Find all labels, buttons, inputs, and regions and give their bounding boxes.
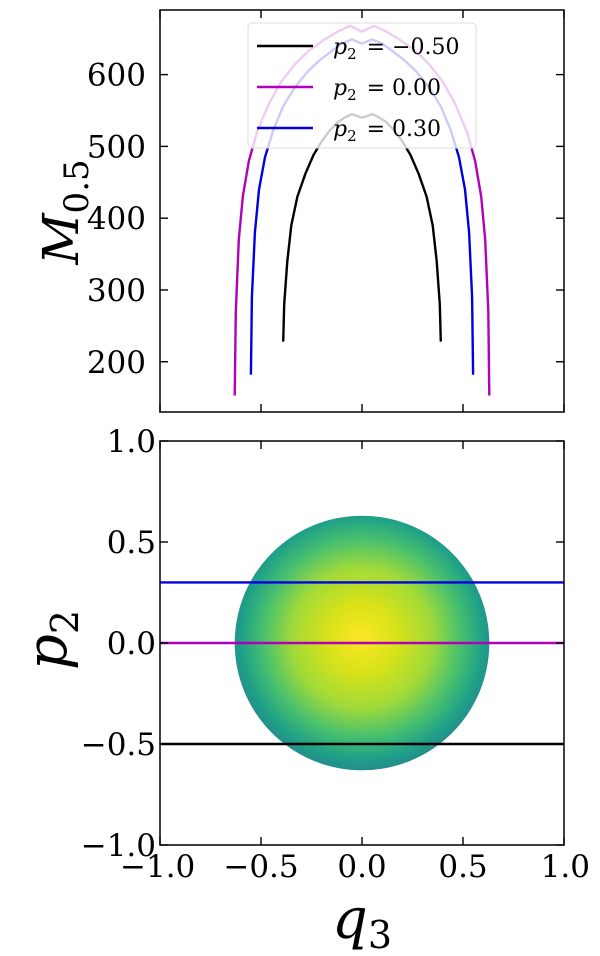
top-ytick-label-1: 300 bbox=[87, 273, 146, 309]
bottom-xtick-label-0: −1.0 bbox=[120, 849, 195, 885]
bottom-xlabel-main: q bbox=[332, 887, 368, 952]
bottom-xtick-label-3: 0.5 bbox=[438, 849, 487, 885]
bottom-ytick-label-3: 0.5 bbox=[107, 525, 156, 561]
legend-label-2: p2 = 0.30 bbox=[333, 117, 441, 145]
legend: p2 = −0.50 p2 = 0.00 p2 = 0.30 bbox=[247, 22, 477, 149]
top-ytick-label-4: 600 bbox=[87, 58, 146, 94]
bottom-ylabel: p2 bbox=[15, 610, 87, 670]
top-ticks: 200 300 400 500 600 bbox=[87, 10, 565, 412]
bottom-content bbox=[160, 515, 564, 771]
bottom-ytick-label-1: −0.5 bbox=[81, 727, 156, 763]
top-ytick-label-0: 200 bbox=[87, 345, 146, 381]
top-ytick-label-3: 500 bbox=[87, 129, 146, 165]
bottom-ytick-label-2: 0.0 bbox=[107, 626, 156, 662]
bottom-ylabel-main: p bbox=[15, 634, 80, 670]
legend-label-0: p2 = −0.50 bbox=[333, 35, 459, 63]
legend-box bbox=[247, 22, 477, 149]
bottom-xtick-label-2: 0.0 bbox=[337, 849, 386, 885]
top-ytick-label-2: 400 bbox=[87, 201, 146, 237]
bottom-xtick-label-1: −0.5 bbox=[223, 849, 298, 885]
top-ylabel-main: M bbox=[32, 212, 90, 266]
bottom-ytick-label-0: −1.0 bbox=[81, 828, 156, 864]
bottom-ticks: −1.0 −0.5 0.0 0.5 1.0 −1.0 −0.5 0.0 0.5 1.0 bbox=[81, 424, 590, 885]
top-ylabel-sub: 0.5 bbox=[57, 159, 97, 213]
top-ylabel: M0.5 bbox=[32, 159, 97, 265]
bottom-ylabel-sub: 2 bbox=[43, 610, 87, 634]
legend-entries: p2 = −0.50 p2 = 0.00 p2 = 0.30 bbox=[257, 35, 459, 145]
top-panel: p2 = −0.50 p2 = 0.00 p2 = 0.30 200 300 400 50… bbox=[32, 9, 565, 413]
hlines-group bbox=[160, 581, 564, 746]
bottom-xlabel: q3 bbox=[332, 887, 392, 956]
bottom-xlabel-sub: 3 bbox=[368, 913, 392, 956]
bottom-ytick-label-4: 1.0 bbox=[107, 424, 156, 460]
legend-label-1: p2 = 0.00 bbox=[333, 76, 441, 104]
bottom-panel: −1.0 −0.5 0.0 0.5 1.0 −1.0 −0.5 0.0 0.5 1.0 p2 q3 bbox=[15, 424, 590, 956]
bottom-xtick-label-4: 1.0 bbox=[541, 849, 590, 885]
